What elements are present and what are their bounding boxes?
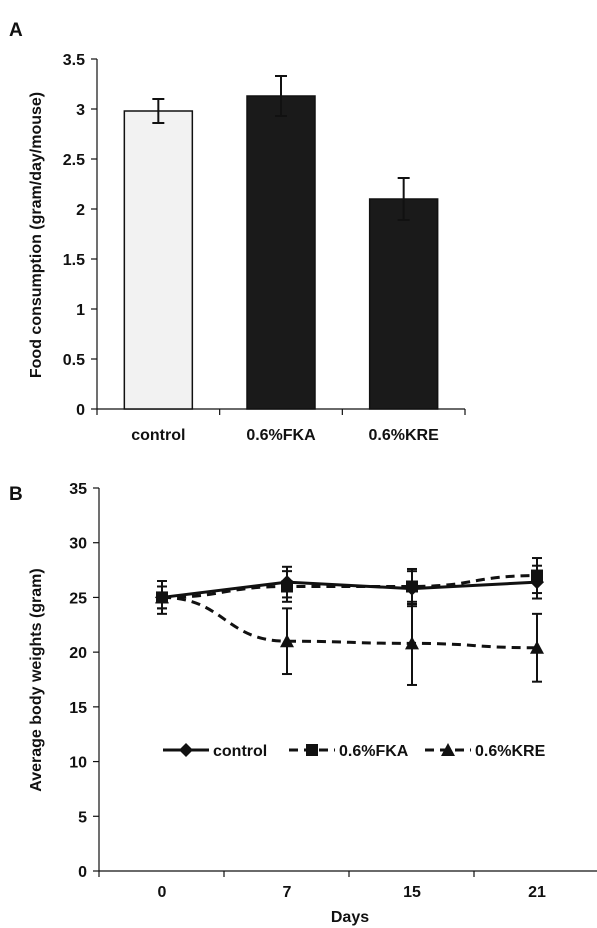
series-3	[155, 580, 544, 686]
category-label-1: control	[131, 427, 185, 444]
panel-b-xtick-label: 0	[158, 884, 167, 901]
series-3-point	[155, 590, 169, 604]
legend-label-3: 0.6%KRE	[475, 743, 546, 760]
panel-b-ytick-label: 10	[69, 755, 87, 772]
series-3-point	[530, 640, 544, 654]
panel-b-ytick-label: 30	[69, 536, 87, 553]
panel-b-ytick-label: 35	[69, 481, 87, 498]
series-1-line	[161, 580, 538, 599]
bar-3	[368, 198, 439, 410]
legend-label-1: control	[213, 743, 267, 760]
panel-b-xlabel: Days	[331, 909, 369, 926]
panel-b-ytick-label: 0	[78, 864, 87, 881]
panel-b-ytick-label: 20	[69, 645, 87, 662]
panel-a-ytick-label: 3	[76, 102, 85, 119]
panel-b-ylabel: Average body weights (gram)	[28, 568, 45, 791]
panel-a-ytick-label: 3.5	[63, 52, 85, 69]
panel-a-ylabel: Food consumption (gram/day/mouse)	[28, 92, 45, 378]
series-2-point	[531, 569, 543, 582]
series-2-line	[161, 574, 538, 599]
panel-b-xtick-label: 7	[283, 884, 292, 901]
panel-a-ytick-label: 2.5	[63, 152, 85, 169]
panel-a-ytick-label: 1.5	[63, 252, 85, 269]
category-label-3: 0.6%KRE	[369, 427, 440, 444]
series-2	[156, 557, 543, 610]
bar-1	[123, 110, 194, 410]
panel-b-chart: 0 5 10 15 20 25 30 35 0 7 15 21 control 0.6%FKA 0.6%KR…	[69, 481, 597, 901]
series-2-point	[406, 580, 418, 593]
series-2-point	[281, 580, 293, 593]
legend-marker-2	[306, 744, 318, 756]
legend-label-2: 0.6%FKA	[339, 743, 409, 760]
panel-b-xtick-label: 15	[403, 884, 421, 901]
panel-a-ytick-label: 0	[76, 402, 85, 419]
legend-marker-1	[179, 743, 193, 757]
panel-a-label: A	[9, 20, 23, 41]
series-3-point	[280, 634, 294, 648]
panel-b-ytick-label: 15	[69, 700, 87, 717]
bar-2	[246, 95, 316, 410]
panel-a-ytick-label: 1	[76, 302, 85, 319]
panel-a-chart: 0 0.5 1 1.5 2 2.5 3 3.5 control 0.6%FKA 0.6%KRE	[63, 52, 466, 444]
legend: control 0.6%FKA 0.6%KRE	[163, 743, 546, 760]
panel-a-ytick-label: 0.5	[63, 352, 85, 369]
category-label-2: 0.6%FKA	[246, 427, 316, 444]
panel-b-ytick-label: 5	[78, 809, 87, 826]
panel-b-ytick-label: 25	[69, 590, 87, 607]
panel-a-ytick-label: 2	[76, 202, 85, 219]
legend-marker-3	[441, 743, 455, 756]
panel-b-label: B	[9, 484, 23, 505]
panel-b-xtick-label: 21	[528, 884, 546, 901]
series-3-point	[405, 636, 419, 650]
series-3-line	[161, 595, 538, 650]
